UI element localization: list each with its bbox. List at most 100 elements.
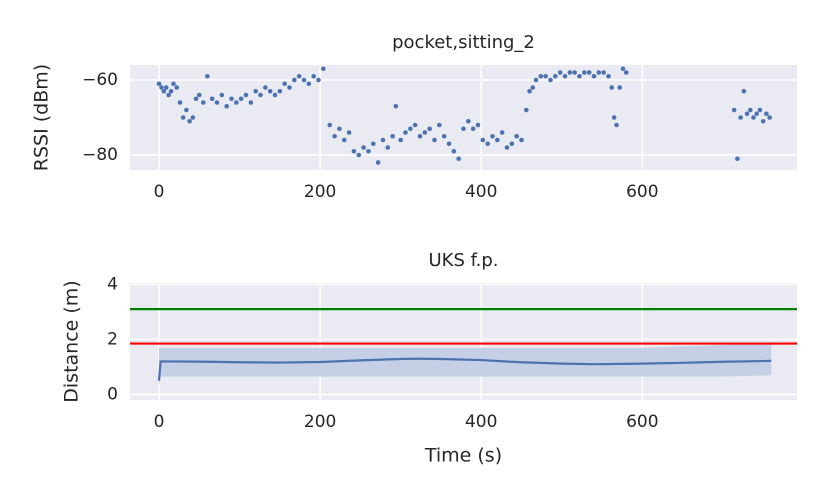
point [533,77,539,83]
line [157,357,772,381]
point [524,107,529,113]
point [380,137,386,143]
point [735,156,740,162]
point [412,122,418,128]
chart-title: pocket,sitting_2 [392,32,535,53]
y-tick-label: 2 [107,329,118,349]
point [238,96,244,102]
point [184,107,189,113]
point [219,92,225,98]
y-tick-label: −60 [82,70,118,90]
y-tick-label: 0 [107,384,118,404]
point [751,115,756,120]
point [177,100,183,105]
point [470,126,476,132]
point [620,66,626,72]
point [301,77,307,83]
point [432,137,437,143]
point [504,145,510,150]
point [272,92,278,98]
point [180,115,186,120]
y-tick-label: −80 [82,145,118,165]
point [201,100,206,105]
point [731,107,737,113]
point [499,130,505,135]
point [446,141,452,147]
point [258,92,263,98]
y-tick-label: 4 [107,274,118,294]
point [168,88,174,94]
point [495,137,500,143]
point [243,92,249,98]
point [617,85,623,90]
point [538,73,544,79]
point [596,70,602,75]
point [159,85,164,90]
point [530,85,536,90]
point [475,122,481,128]
point [351,148,357,154]
point [609,85,615,90]
point [316,77,321,83]
point [623,70,629,75]
point [327,122,333,128]
point [370,141,376,147]
point [292,77,297,83]
point [296,73,302,79]
point [190,115,196,120]
point [480,137,486,143]
point [390,133,395,139]
point [393,103,399,109]
confidence-band [159,342,772,387]
point [738,115,743,120]
point [591,73,597,79]
point [234,100,239,105]
point [490,133,495,139]
point [263,85,268,90]
point [356,152,362,158]
point [527,88,532,94]
point [456,156,461,162]
point [760,118,766,124]
point [553,73,558,79]
point [214,100,220,105]
point [427,126,432,132]
point [509,141,515,147]
x-tick-label: 200 [304,412,336,432]
point [287,85,292,90]
point [277,88,283,94]
x-tick-label: 0 [154,412,165,432]
point [171,81,176,87]
point [306,81,312,87]
point [422,130,428,135]
point [485,141,490,147]
point [441,133,447,139]
point [614,122,619,128]
point [611,115,617,120]
point [209,96,215,102]
point [248,100,254,105]
x-tick-label: 600 [626,182,658,202]
point [163,85,169,90]
point [437,122,442,128]
point [408,126,413,132]
point [514,133,519,139]
point [744,111,750,117]
point [321,66,326,72]
point [337,126,342,132]
point [253,88,258,94]
point [311,73,316,79]
point [543,73,548,79]
point [741,88,747,94]
point [747,107,753,113]
point [346,130,352,135]
point [601,70,606,75]
x-tick-label: 0 [154,182,165,202]
point [156,81,162,87]
point [567,70,573,75]
plot-area [130,283,797,400]
point [187,118,192,124]
point [466,118,471,124]
point [757,107,763,113]
